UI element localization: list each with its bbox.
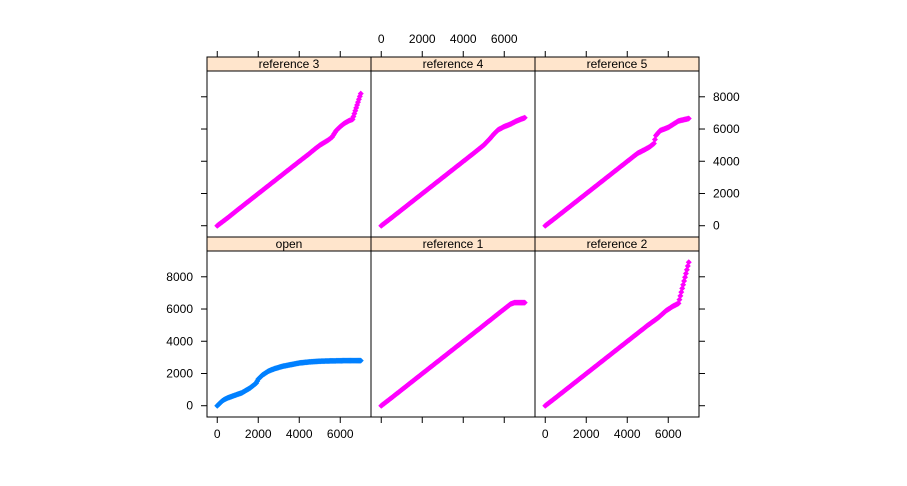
x-tick-label: 4000: [450, 32, 477, 46]
panel-reference-1: reference 1: [370, 236, 536, 418]
data-point: [357, 357, 364, 364]
panel-reference-2: reference 2: [534, 236, 700, 418]
strip-label: reference 1: [423, 237, 484, 251]
strip-label: open: [276, 237, 303, 251]
y-tick-label: 6000: [166, 302, 193, 316]
panel-frame: [534, 250, 700, 418]
y-axis-left-row1: 0 2000 4000 6000 8000: [166, 270, 207, 413]
x-axis-top-col2: [544, 51, 669, 57]
panel-open: open: [206, 236, 372, 418]
x-tick-label: 6000: [491, 32, 518, 46]
x-tick-label: 0: [542, 427, 549, 441]
y-tick-label: 4000: [713, 154, 740, 168]
data-point: [650, 140, 657, 147]
x-tick-label: 2000: [409, 32, 436, 46]
y-tick-label: 6000: [713, 122, 740, 136]
y-tick-label: 0: [713, 219, 720, 233]
panel-reference-5: reference 5: [534, 56, 700, 238]
data-point: [357, 90, 364, 97]
x-tick-label: 2000: [573, 427, 600, 441]
x-tick-label: 4000: [286, 427, 313, 441]
panel-reference-4: reference 4: [370, 56, 536, 238]
strip-label: reference 2: [587, 237, 648, 251]
panel-reference-3: reference 3: [206, 56, 372, 238]
y-axis-left-row0: [201, 96, 207, 227]
x-axis-bottom-col2: 0 2000 4000 6000: [542, 417, 682, 441]
strip-label: reference 5: [587, 57, 648, 71]
data-point: [651, 136, 658, 143]
x-tick-label: 6000: [327, 427, 354, 441]
x-axis-bottom-col0: 0 2000 4000 6000: [214, 417, 354, 441]
data-point: [521, 114, 528, 121]
y-tick-label: 0: [186, 399, 193, 413]
panels-layer: reference 3 reference 4 reference 5 open ref…: [206, 56, 700, 418]
x-tick-label: 0: [214, 427, 221, 441]
x-axis-top-col0: [216, 51, 341, 57]
y-tick-label: 2000: [713, 186, 740, 200]
x-axis-bottom-col1: [380, 417, 505, 423]
data-point: [685, 259, 692, 266]
data-point: [521, 299, 528, 306]
data-point: [685, 115, 692, 122]
y-tick-label: 2000: [166, 366, 193, 380]
y-tick-label: 8000: [713, 90, 740, 104]
x-tick-label: 2000: [245, 427, 272, 441]
panel-frame: [206, 250, 372, 418]
x-tick-label: 6000: [655, 427, 682, 441]
y-tick-label: 8000: [166, 270, 193, 284]
y-tick-label: 4000: [166, 334, 193, 348]
x-axis-top-col1: 0 2000 4000 6000: [378, 32, 518, 57]
x-tick-label: 0: [378, 32, 385, 46]
y-axis-right-row1: [699, 276, 705, 407]
strip-label: reference 3: [259, 57, 320, 71]
strip-label: reference 4: [423, 57, 484, 71]
y-axis-right-row0: 0 2000 4000 6000 8000: [699, 90, 740, 233]
x-tick-label: 4000: [614, 427, 641, 441]
